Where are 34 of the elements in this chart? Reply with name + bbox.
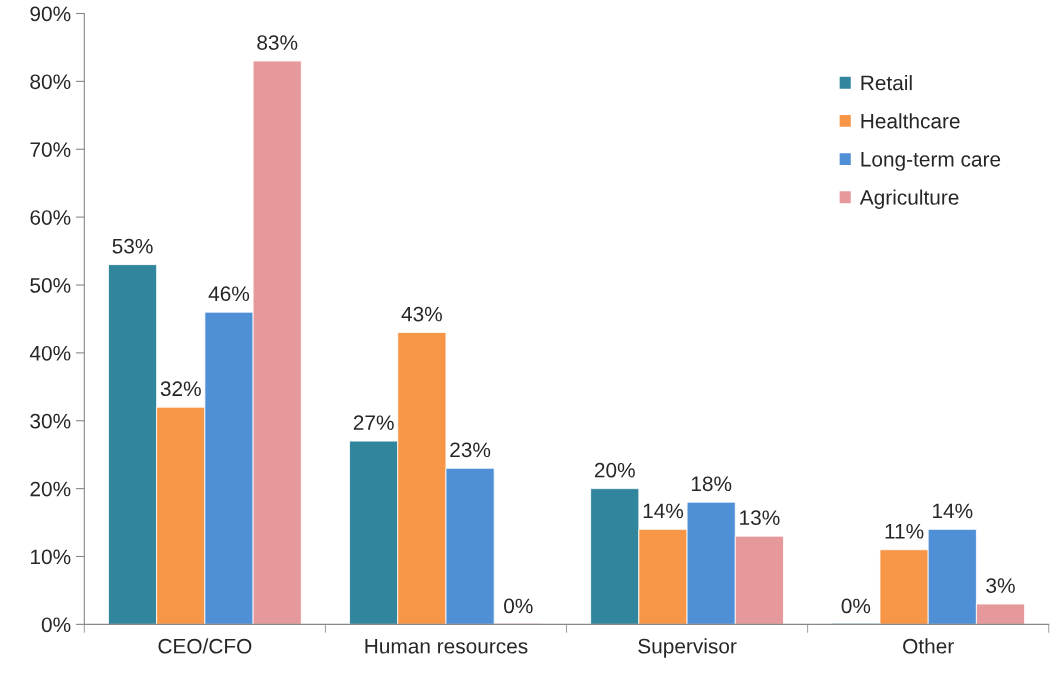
- y-tick-label: 20%: [30, 481, 71, 497]
- legend-label: Long-term care: [861, 152, 1001, 171]
- legend-label: Retail: [861, 75, 912, 91]
- data-label: 0%: [504, 598, 533, 614]
- data-label: 18%: [691, 476, 732, 492]
- data-label: 27%: [353, 415, 394, 430]
- y-tick-label: 50%: [30, 278, 71, 293]
- y-tick-label: 40%: [29, 345, 71, 361]
- y-tick-label: 70%: [30, 142, 71, 157]
- data-label: 0%: [841, 598, 871, 614]
- data-label: 13%: [740, 510, 780, 526]
- legend-label: Agriculture: [859, 189, 959, 209]
- data-label: 46%: [208, 286, 250, 302]
- legend-label: Healthcare: [861, 113, 960, 129]
- data-label: 43%: [401, 306, 442, 322]
- data-label: 14%: [933, 503, 973, 519]
- data-label: 3%: [986, 578, 1015, 593]
- x-tick-label: CEO/CFO: [158, 638, 252, 654]
- data-label: 53%: [112, 238, 153, 254]
- y-tick-label: 90%: [30, 6, 71, 22]
- data-label: 11%: [885, 523, 924, 539]
- data-label: 32%: [160, 381, 201, 397]
- data-label: 14%: [643, 503, 684, 519]
- x-tick-label: Other: [903, 638, 954, 654]
- x-tick-label: Supervisor: [638, 638, 737, 658]
- x-tick-label: Human resources: [365, 639, 528, 654]
- y-tick-label: 0%: [41, 617, 71, 633]
- y-tick-label: 60%: [30, 210, 71, 225]
- y-tick-label: 30%: [30, 413, 71, 429]
- data-label: 20%: [594, 462, 635, 478]
- y-tick-label: 80%: [30, 74, 71, 90]
- data-label: 83%: [257, 35, 298, 50]
- y-tick-label: 10%: [31, 549, 71, 565]
- data-label: 23%: [450, 442, 491, 458]
